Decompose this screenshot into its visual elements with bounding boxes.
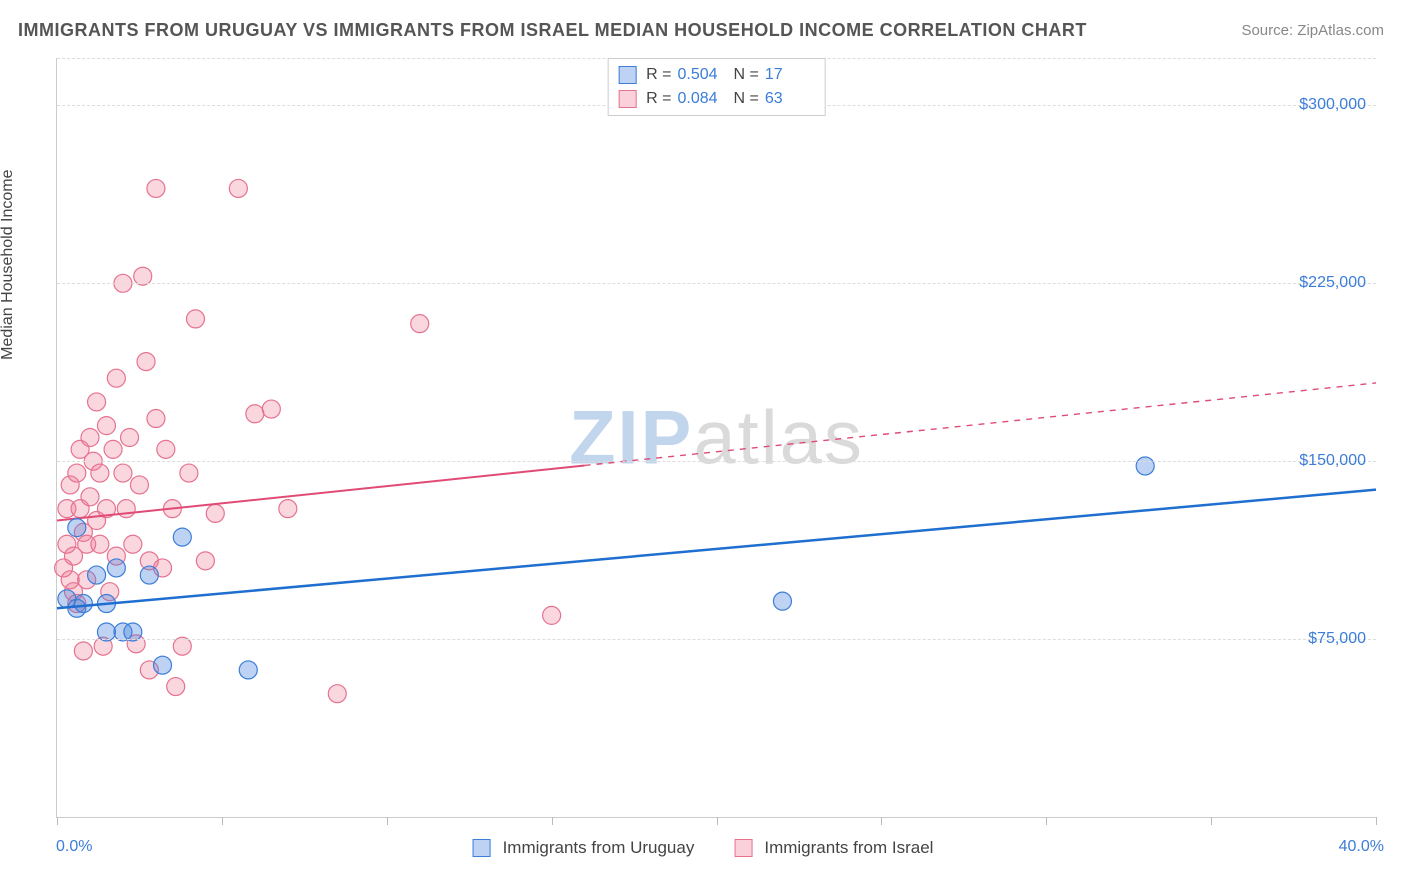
n-label-blue: N = [734,63,759,87]
r-value-blue: 0.504 [678,63,728,87]
point-pink [97,417,115,435]
point-pink [328,685,346,703]
point-pink [81,488,99,506]
point-pink [262,400,280,418]
x-tick [1046,817,1047,825]
point-pink [196,552,214,570]
r-label-pink: R = [646,87,671,111]
legend-item-pink: Immigrants from Israel [734,838,933,858]
y-tick-label: $150,000 [1299,452,1366,470]
chart-title: IMMIGRANTS FROM URUGUAY VS IMMIGRANTS FR… [18,20,1087,41]
point-pink [74,642,92,660]
point-pink [91,535,109,553]
y-tick-label: $225,000 [1299,274,1366,292]
legend-row-pink: R = 0.084 N = 63 [618,87,815,111]
point-pink [68,464,86,482]
point-pink [229,179,247,197]
point-pink [130,476,148,494]
x-tick [552,817,553,825]
source-label: Source: ZipAtlas.com [1241,22,1384,39]
point-blue [239,661,257,679]
series-legend: Immigrants from Uruguay Immigrants from … [473,838,934,858]
x-tick [57,817,58,825]
regline-blue [57,490,1376,609]
x-tick [1211,817,1212,825]
x-tick [222,817,223,825]
point-blue [1136,457,1154,475]
gridline [57,461,1376,462]
point-blue [773,592,791,610]
y-tick-label: $75,000 [1308,630,1366,648]
legend-item-blue: Immigrants from Uruguay [473,838,695,858]
plot-area: ZIPatlas R = 0.504 N = 17 R = 0.084 N = … [56,58,1376,818]
point-pink [157,440,175,458]
x-axis-max-label: 40.0% [1339,838,1384,856]
gridline [57,639,1376,640]
point-pink [206,504,224,522]
point-blue [107,559,125,577]
point-blue [140,566,158,584]
legend-row-blue: R = 0.504 N = 17 [618,63,815,87]
point-pink [121,429,139,447]
point-pink [104,440,122,458]
swatch-blue-icon [618,66,636,84]
legend-label-pink: Immigrants from Israel [764,838,933,858]
r-label-blue: R = [646,63,671,87]
point-pink [147,179,165,197]
point-pink [543,606,561,624]
point-pink [167,678,185,696]
point-blue [173,528,191,546]
legend-label-blue: Immigrants from Uruguay [503,838,695,858]
r-value-pink: 0.084 [678,87,728,111]
chart-svg [57,58,1376,817]
point-pink [137,353,155,371]
gridline [57,283,1376,284]
point-pink [124,535,142,553]
legend-swatch-pink-icon [734,839,752,857]
point-pink [114,464,132,482]
x-tick [1376,817,1377,825]
point-pink [81,429,99,447]
point-pink [246,405,264,423]
point-pink [147,410,165,428]
point-pink [91,464,109,482]
chart-container: IMMIGRANTS FROM URUGUAY VS IMMIGRANTS FR… [0,0,1406,892]
point-pink [117,500,135,518]
y-tick-label: $300,000 [1299,96,1366,114]
y-axis-title: Median Household Income [0,169,17,359]
x-tick [717,817,718,825]
regline-dashed-pink [585,383,1376,466]
point-pink [186,310,204,328]
x-tick [881,817,882,825]
legend-swatch-blue-icon [473,839,491,857]
point-pink [107,369,125,387]
x-tick [387,817,388,825]
n-label-pink: N = [734,87,759,111]
n-value-pink: 63 [765,87,815,111]
swatch-pink-icon [618,90,636,108]
point-blue [154,656,172,674]
point-pink [180,464,198,482]
point-pink [279,500,297,518]
point-blue [88,566,106,584]
point-pink [411,315,429,333]
point-pink [88,393,106,411]
point-blue [74,595,92,613]
x-axis-min-label: 0.0% [56,838,92,856]
n-value-blue: 17 [765,63,815,87]
point-blue [68,519,86,537]
correlation-legend: R = 0.504 N = 17 R = 0.084 N = 63 [607,58,826,116]
